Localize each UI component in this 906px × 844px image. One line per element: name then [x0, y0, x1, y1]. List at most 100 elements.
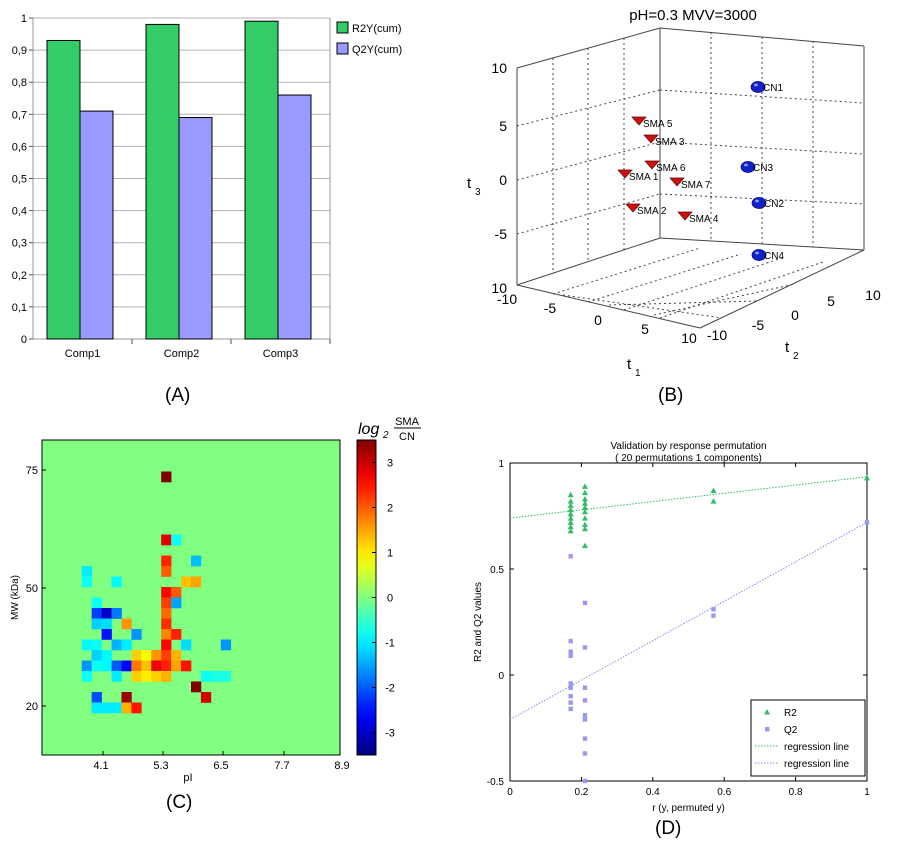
heatmap-cell	[111, 576, 122, 588]
x-tick-label-d: 0.8	[789, 787, 803, 798]
z-axis-label-sub-b: 3	[475, 187, 481, 198]
marker-q2	[582, 685, 588, 690]
marker-sma	[669, 177, 685, 187]
heatmap-cell	[171, 534, 182, 546]
marker-q2	[568, 653, 573, 659]
bar-q2y-cum--comp1	[79, 110, 114, 340]
heatmap-cell	[171, 587, 182, 598]
colorbar-title-base: 2	[382, 430, 389, 441]
heatmap-cell	[161, 587, 172, 598]
bar-r2y-cum--comp3	[244, 20, 279, 340]
y-tick-label-c: 75	[26, 465, 38, 477]
heatmap-cell	[101, 618, 112, 630]
x-tick-label-b: -5	[544, 300, 557, 316]
heatmap-cell	[191, 576, 202, 588]
legend-marker-d	[765, 727, 770, 732]
marker-r2	[864, 474, 870, 481]
chart-d: Validation by response permutation( 20 p…	[473, 441, 870, 814]
y-tick-label-d: 0.5	[490, 565, 504, 576]
heatmap-cell	[181, 660, 192, 672]
x-axis-label-b: t	[627, 356, 632, 373]
x-tick-label-b: -10	[497, 291, 517, 307]
marker-q2	[568, 638, 573, 644]
heatmap-cell	[111, 639, 122, 651]
point-label-b: CN3	[753, 163, 773, 174]
marker-r2	[710, 498, 717, 504]
heatmap-cell	[101, 608, 112, 619]
heatmap-cell	[141, 671, 152, 682]
heatmap-border-c	[41, 439, 341, 756]
grid-line-b	[516, 237, 661, 286]
heatmap-cell	[81, 660, 92, 672]
marker-cn-highlight	[755, 251, 759, 255]
marker-q2	[582, 717, 588, 722]
heatmap-cell	[151, 671, 162, 682]
x-tick-label-c: 8.9	[334, 760, 349, 772]
marker-q2	[568, 685, 573, 690]
heatmap-cell	[131, 660, 142, 672]
heatmap-cell	[91, 639, 102, 651]
grid-line-b	[516, 284, 701, 329]
heatmap-cell	[161, 471, 172, 483]
x-tick-label-c: 4.1	[93, 760, 108, 772]
chart-title-b: pH=0.3 MVV=3000	[629, 7, 757, 24]
x-tick-label-d: 0.4	[646, 787, 660, 798]
grid-line-b	[699, 249, 865, 329]
grid-line-b	[659, 89, 865, 104]
heatmap-cell	[161, 639, 172, 651]
floor-grid-b	[608, 300, 759, 306]
bar-r2y-cum--comp2	[145, 23, 180, 340]
floor-grid-b	[552, 247, 701, 295]
heatmap-cell	[181, 639, 192, 651]
x-tick-label-a: Comp2	[164, 348, 199, 360]
bar-q2y-cum--comp2	[178, 117, 213, 340]
x-tick-label-c: 7.7	[274, 760, 289, 772]
y-tick-label-a: 0,9	[12, 45, 27, 57]
marker-r2	[581, 542, 588, 549]
marker-r2	[581, 504, 588, 511]
heatmap-cell	[101, 629, 112, 640]
heatmap-cell	[151, 660, 162, 672]
heatmap-cell	[91, 597, 102, 609]
marker-r2	[581, 489, 588, 496]
heatmap-cell	[81, 639, 92, 651]
marker-r2	[567, 519, 574, 525]
heatmap-cell	[161, 534, 172, 546]
marker-q2	[568, 649, 573, 654]
panel-label-c: (C)	[166, 792, 193, 813]
heatmap-area-c	[41, 439, 341, 756]
heatmap-cell	[141, 660, 152, 672]
marker-sma	[644, 160, 660, 170]
marker-r2	[581, 496, 588, 502]
chart-a: 0 0,1 0,2 0,3 0,4 0,5 0,6 0,7 0,8 0,9 1 Comp1 Comp2 C…	[12, 13, 402, 360]
marker-r2	[581, 521, 588, 527]
point-label-b: CN2	[764, 199, 784, 210]
panel-label-b: (B)	[658, 385, 684, 406]
x-tick-label-d: 0	[507, 787, 513, 798]
marker-sma	[617, 169, 633, 179]
heatmap-cell	[131, 671, 142, 682]
heatmap-cell	[121, 660, 132, 672]
y-tick-label-a: 0,7	[12, 109, 27, 121]
marker-r2	[581, 515, 588, 521]
point-label-b: CN4	[764, 251, 784, 262]
colorbar-tick-label: 3	[387, 458, 393, 470]
marker-cn-highlight	[755, 199, 759, 203]
heatmap-cell	[91, 692, 102, 703]
y-tick-label-d: 0	[498, 671, 504, 682]
marker-r2	[567, 515, 574, 521]
point-label-b: SMA 7	[681, 180, 711, 191]
x-tick-label-b: 0	[594, 312, 602, 328]
y-axis-label-sub-b: 2	[793, 351, 799, 362]
heatmap-cell	[111, 702, 122, 714]
floor-grid-b	[653, 283, 796, 316]
heatmap-cell	[161, 555, 172, 567]
heatmap-cell	[210, 671, 222, 682]
heatmap-cell	[191, 681, 202, 693]
bar-q2y-cum--comp3	[277, 94, 312, 340]
y-tick-label-b: 10	[865, 287, 881, 303]
z-tick-label-b: -5	[495, 226, 508, 242]
y-tick-label-a: 0,4	[12, 206, 27, 218]
y-tick-label-c: 50	[26, 583, 38, 595]
y-axis-label-b: t	[785, 339, 790, 356]
